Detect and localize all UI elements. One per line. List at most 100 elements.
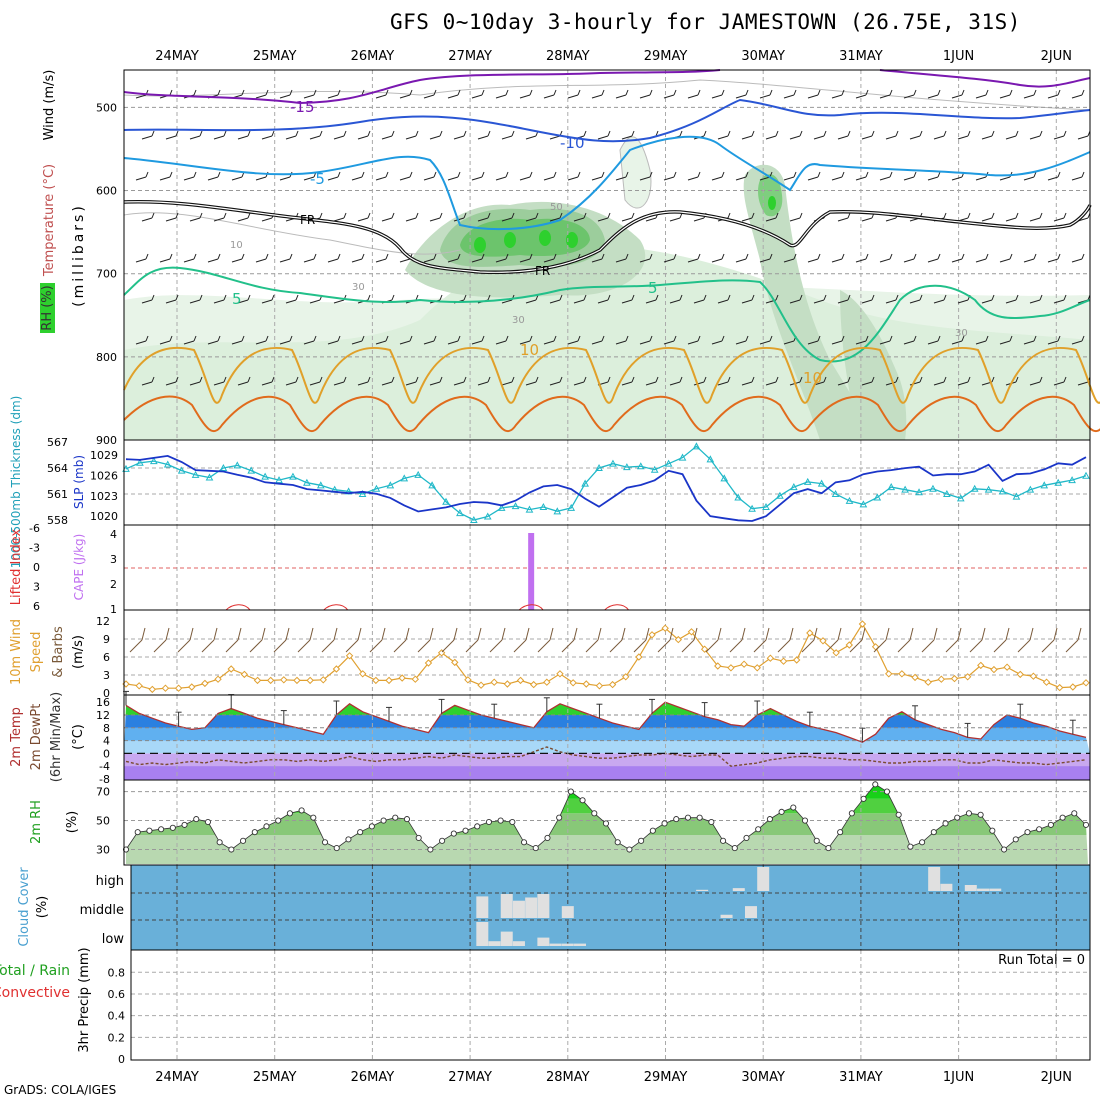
wind-barb [663, 340, 675, 345]
wind-barb-flag [337, 335, 341, 342]
wind-barb-flag [505, 89, 509, 96]
wind-barb [357, 217, 369, 222]
wind-barb [789, 217, 801, 222]
wind-speed-point [582, 680, 590, 688]
wind-barb [1071, 340, 1083, 345]
wind-barb [471, 94, 483, 99]
wind-barb [1077, 135, 1089, 140]
wind-speed-point [674, 635, 683, 644]
surface-wind-barb-flag [1005, 627, 1010, 641]
wind-barb-flag [1015, 212, 1019, 219]
rh-point [1059, 814, 1066, 821]
wind-barb-flag [1009, 253, 1013, 260]
date-label-bottom: 24MAY [155, 1070, 199, 1085]
wind-barb [759, 258, 771, 263]
wind-barb-flag [577, 335, 581, 342]
wind-barb [303, 258, 315, 263]
wind-barb-flag [487, 294, 491, 301]
wind-barb [159, 176, 171, 181]
wind-barb-flag [313, 335, 317, 342]
wind-speed-point [490, 678, 498, 686]
surface-wind-barb-flag [237, 627, 242, 641]
wind-barb-flag [385, 171, 389, 178]
surface-wind-barb [345, 639, 359, 653]
wind-barb-flag [841, 335, 845, 342]
rh-point [520, 839, 528, 846]
wind-speed-point [359, 670, 367, 678]
wind-barb [237, 217, 249, 222]
wind-barb-flag [991, 130, 995, 137]
wind-barb-flag [361, 335, 365, 342]
wind-speed-point [700, 645, 709, 653]
wind-barb [903, 94, 915, 99]
rh-point [872, 781, 879, 788]
date-label-top: 2JUN [1041, 49, 1072, 64]
ylabel-2m-dewpt: 2m DewPt [29, 704, 44, 771]
contour-label-10: 10 [520, 341, 539, 359]
slp-line [125, 454, 1087, 522]
thickness-point [943, 489, 951, 497]
wind-barb [957, 299, 969, 304]
surface-wind-barb [393, 639, 407, 653]
wind-barb-flag [601, 253, 605, 260]
wind-barb-flag [865, 171, 869, 178]
rh-point [298, 807, 305, 814]
wind-barb-flag [823, 294, 827, 301]
ylabel-cape: CAPE (J/kg) [72, 534, 86, 601]
temp-ytick: 8 [103, 722, 110, 735]
thickness-point [442, 497, 450, 505]
wind-barb [639, 94, 651, 99]
wind-barb [357, 135, 369, 140]
wind-barb-flag [985, 253, 989, 260]
date-label-top: 31MAY [839, 49, 883, 64]
wind-barb [1029, 217, 1041, 222]
wind-barb-flag [649, 335, 653, 342]
wind-barb [615, 258, 627, 263]
wind-barb-flag [313, 253, 317, 260]
wind-barb-flag [1063, 130, 1067, 137]
wind-barb [549, 381, 561, 386]
surface-wind-barb-flag [1053, 627, 1058, 641]
cloud-bar-low [561, 943, 574, 946]
thickness-point [720, 474, 729, 482]
wind-barb [543, 176, 555, 181]
wind-speed-point [595, 682, 604, 690]
rh-point [766, 816, 773, 823]
wind-barb-flag [319, 376, 323, 383]
wind-barb-flag [1081, 89, 1085, 96]
wind-barb-flag [967, 376, 971, 383]
temp-contour-5 [123, 266, 1091, 363]
wind-barb-flag [607, 376, 611, 383]
wind-barb-flag [703, 376, 707, 383]
wind-barb [501, 299, 513, 304]
wind-barb [333, 299, 345, 304]
date-label-bottom: 31MAY [839, 1070, 883, 1085]
wind-barb [783, 340, 795, 345]
thickness-point [1026, 485, 1035, 493]
surface-wind-barb [537, 639, 551, 653]
wind-barb [855, 176, 867, 181]
wind-barb [765, 135, 777, 140]
wind-barb-flag [631, 212, 635, 219]
thickness-point [414, 470, 423, 478]
wind-barb-flag [1015, 130, 1019, 137]
wind-barb-flag [625, 171, 629, 178]
wind-barb-flag [151, 130, 155, 137]
cloud-level-label: high [96, 874, 124, 889]
wind-barb-flag [175, 130, 179, 137]
cloud-level-label: middle [80, 903, 124, 918]
wind-barb-flag [745, 335, 749, 342]
date-label-top: 1JUN [943, 49, 974, 64]
wind-barb [279, 258, 291, 263]
wind-barb [309, 381, 321, 386]
wind-barb [447, 176, 459, 181]
wind-barb-flag [895, 130, 899, 137]
wind-barb [711, 340, 723, 345]
wind-barb [477, 381, 489, 386]
date-label-bottom: 26MAY [351, 1070, 395, 1085]
wind-barb [831, 258, 843, 263]
rh-point [474, 823, 481, 830]
wind-barb-flag [385, 335, 389, 342]
wind-barb-flag [967, 212, 971, 219]
